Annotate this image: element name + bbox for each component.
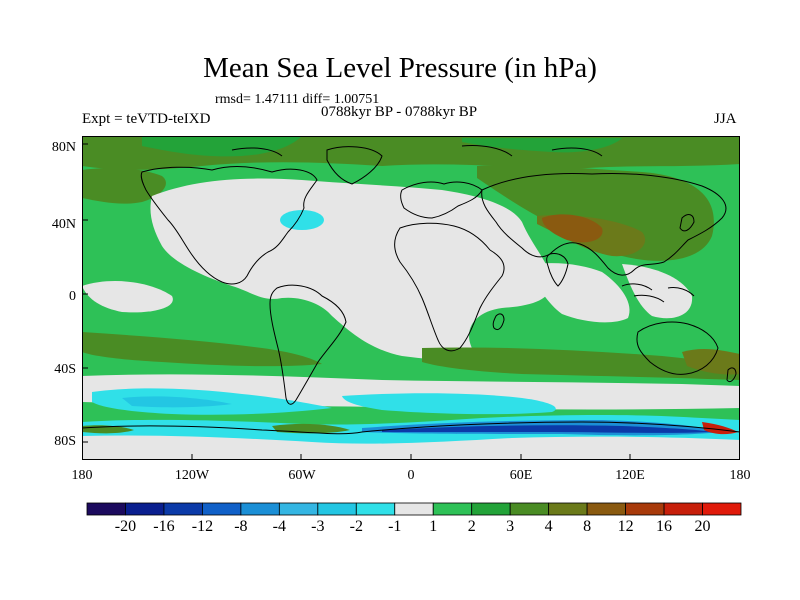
colorbar-cell [278, 502, 319, 516]
colorbar-cell [394, 502, 434, 516]
colorbar-label: 20 [694, 518, 711, 535]
colorbar-cell [432, 502, 473, 516]
pressure-map [82, 136, 740, 460]
lat-label-0: 0 [69, 289, 76, 304]
antarctic-neutral [82, 435, 740, 460]
colorbar-label: -3 [311, 518, 325, 535]
neutral-pacific-patch [82, 281, 173, 313]
lon-label-0: 0 [407, 468, 415, 483]
arctic-green-patch [142, 136, 302, 157]
colorbar-cell [471, 502, 511, 516]
neutral-east-region [622, 264, 693, 319]
north-pacific-olive [82, 168, 166, 204]
colorbar-cell [125, 502, 165, 516]
colorbar-cell [86, 502, 126, 516]
neutral-central-region [150, 178, 552, 360]
colorbar-label: -16 [153, 518, 175, 535]
colorbar-label: 1 [429, 518, 438, 535]
colorbar-cell [663, 502, 703, 516]
colorbar-label: -20 [114, 518, 137, 535]
lon-label-180e: 180 [729, 468, 751, 483]
colorbar-label: 2 [467, 518, 476, 535]
southern-olive-band-west [82, 332, 322, 367]
lat-label-40s: 40S [54, 362, 76, 377]
lat-label-80s: 80S [54, 434, 76, 449]
colorbar-cell [702, 502, 742, 516]
colorbar-label: -8 [234, 518, 248, 535]
southern-olive-band-east [422, 347, 740, 380]
colorbar-cell [317, 502, 357, 516]
colorbar-label: 12 [617, 518, 634, 535]
colorbar-cell [355, 502, 396, 516]
neutral-indian-ocean [522, 263, 630, 323]
colorbar-cell [586, 502, 626, 516]
colorbar-label: 4 [544, 518, 553, 535]
cyan-low-atlantic [280, 210, 324, 230]
period-text: 0788kyr BP - 0788kyr BP [321, 104, 478, 120]
colorbar-cell [240, 502, 280, 516]
lon-label-120w: 120W [174, 468, 210, 483]
tibet-brown-patch [542, 214, 603, 243]
lon-label-60w: 60W [288, 468, 316, 483]
colorbar-cell [625, 502, 665, 516]
experiment-label: Expt = teVTD-teIXD [82, 111, 211, 127]
antarctic-dark-blue-coast [382, 425, 712, 433]
lon-label-60e: 60E [509, 468, 533, 483]
colorbar-label: -12 [191, 518, 214, 535]
colorbar-label: -1 [388, 518, 402, 535]
cyan-southern-core [122, 396, 232, 408]
lat-label-80n: 80N [51, 140, 76, 155]
colorbar-label: -4 [272, 518, 286, 535]
eurasia-olive-region [477, 165, 714, 261]
stats-text: rmsd= 1.47111 diff= 1.00751 [215, 92, 380, 107]
lat-label-40n: 40N [51, 217, 76, 232]
antarctic-olive-patch [272, 423, 350, 434]
coastlines [82, 145, 740, 435]
colorbar-cell [548, 502, 588, 516]
lon-label-120e: 120E [615, 468, 645, 483]
lon-label-180w: 180 [71, 468, 93, 483]
colorbar-label: 3 [506, 518, 515, 535]
colorbar-label: 16 [656, 518, 673, 535]
season-label: JJA [714, 111, 737, 127]
colorbar [86, 502, 742, 516]
cyan-southern-band-mid [342, 393, 556, 415]
map-title: Mean Sea Level Pressure (in hPa) [203, 52, 597, 84]
colorbar-cell [202, 502, 242, 516]
colorbar-cell [163, 502, 203, 516]
colorbar-label: -2 [349, 518, 363, 535]
axis-ticks [82, 143, 631, 460]
colorbar-cell [509, 502, 550, 516]
colorbar-label: 8 [583, 518, 592, 535]
